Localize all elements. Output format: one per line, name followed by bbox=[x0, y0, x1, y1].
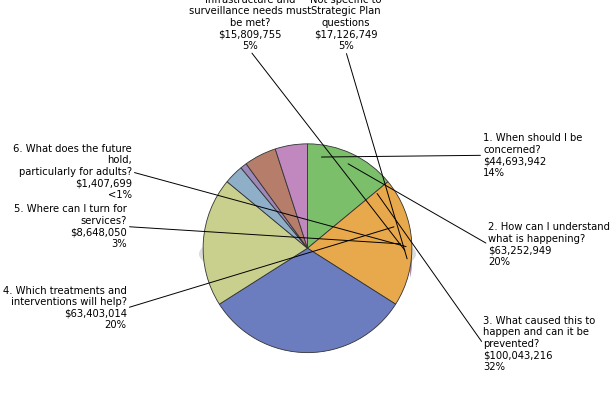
Text: 1. When should I be
concerned?
$44,693,942
14%: 1. When should I be concerned? $44,693,9… bbox=[483, 133, 582, 178]
Wedge shape bbox=[308, 182, 412, 304]
Text: Not specific to
Strategic Plan
questions
$17,126,749
5%: Not specific to Strategic Plan questions… bbox=[310, 0, 381, 51]
Text: 7. What other
infrastructure and
surveillance needs must
be met?
$15,809,755
5%: 7. What other infrastructure and surveil… bbox=[189, 0, 311, 51]
Wedge shape bbox=[203, 182, 308, 304]
Ellipse shape bbox=[199, 228, 416, 280]
Text: 3. What caused this to
happen and can it be
prevented?
$100,043,216
32%: 3. What caused this to happen and can it… bbox=[483, 316, 595, 372]
Wedge shape bbox=[227, 168, 308, 248]
Text: 4. Which treatments and
interventions will help?
$63,403,014
20%: 4. Which treatments and interventions wi… bbox=[3, 286, 127, 330]
Wedge shape bbox=[220, 248, 395, 352]
Wedge shape bbox=[246, 149, 308, 248]
Polygon shape bbox=[410, 257, 411, 278]
Wedge shape bbox=[241, 164, 308, 248]
Wedge shape bbox=[308, 144, 388, 248]
Text: 6. What does the future
hold,
particularly for adults?
$1,407,699
<1%: 6. What does the future hold, particular… bbox=[13, 144, 132, 200]
Text: 2. How can I understand
what is happening?
$63,252,949
20%: 2. How can I understand what is happenin… bbox=[488, 222, 610, 267]
Text: 5. Where can I turn for
services?
$8,648,050
3%: 5. Where can I turn for services? $8,648… bbox=[14, 204, 127, 249]
Wedge shape bbox=[276, 144, 308, 248]
